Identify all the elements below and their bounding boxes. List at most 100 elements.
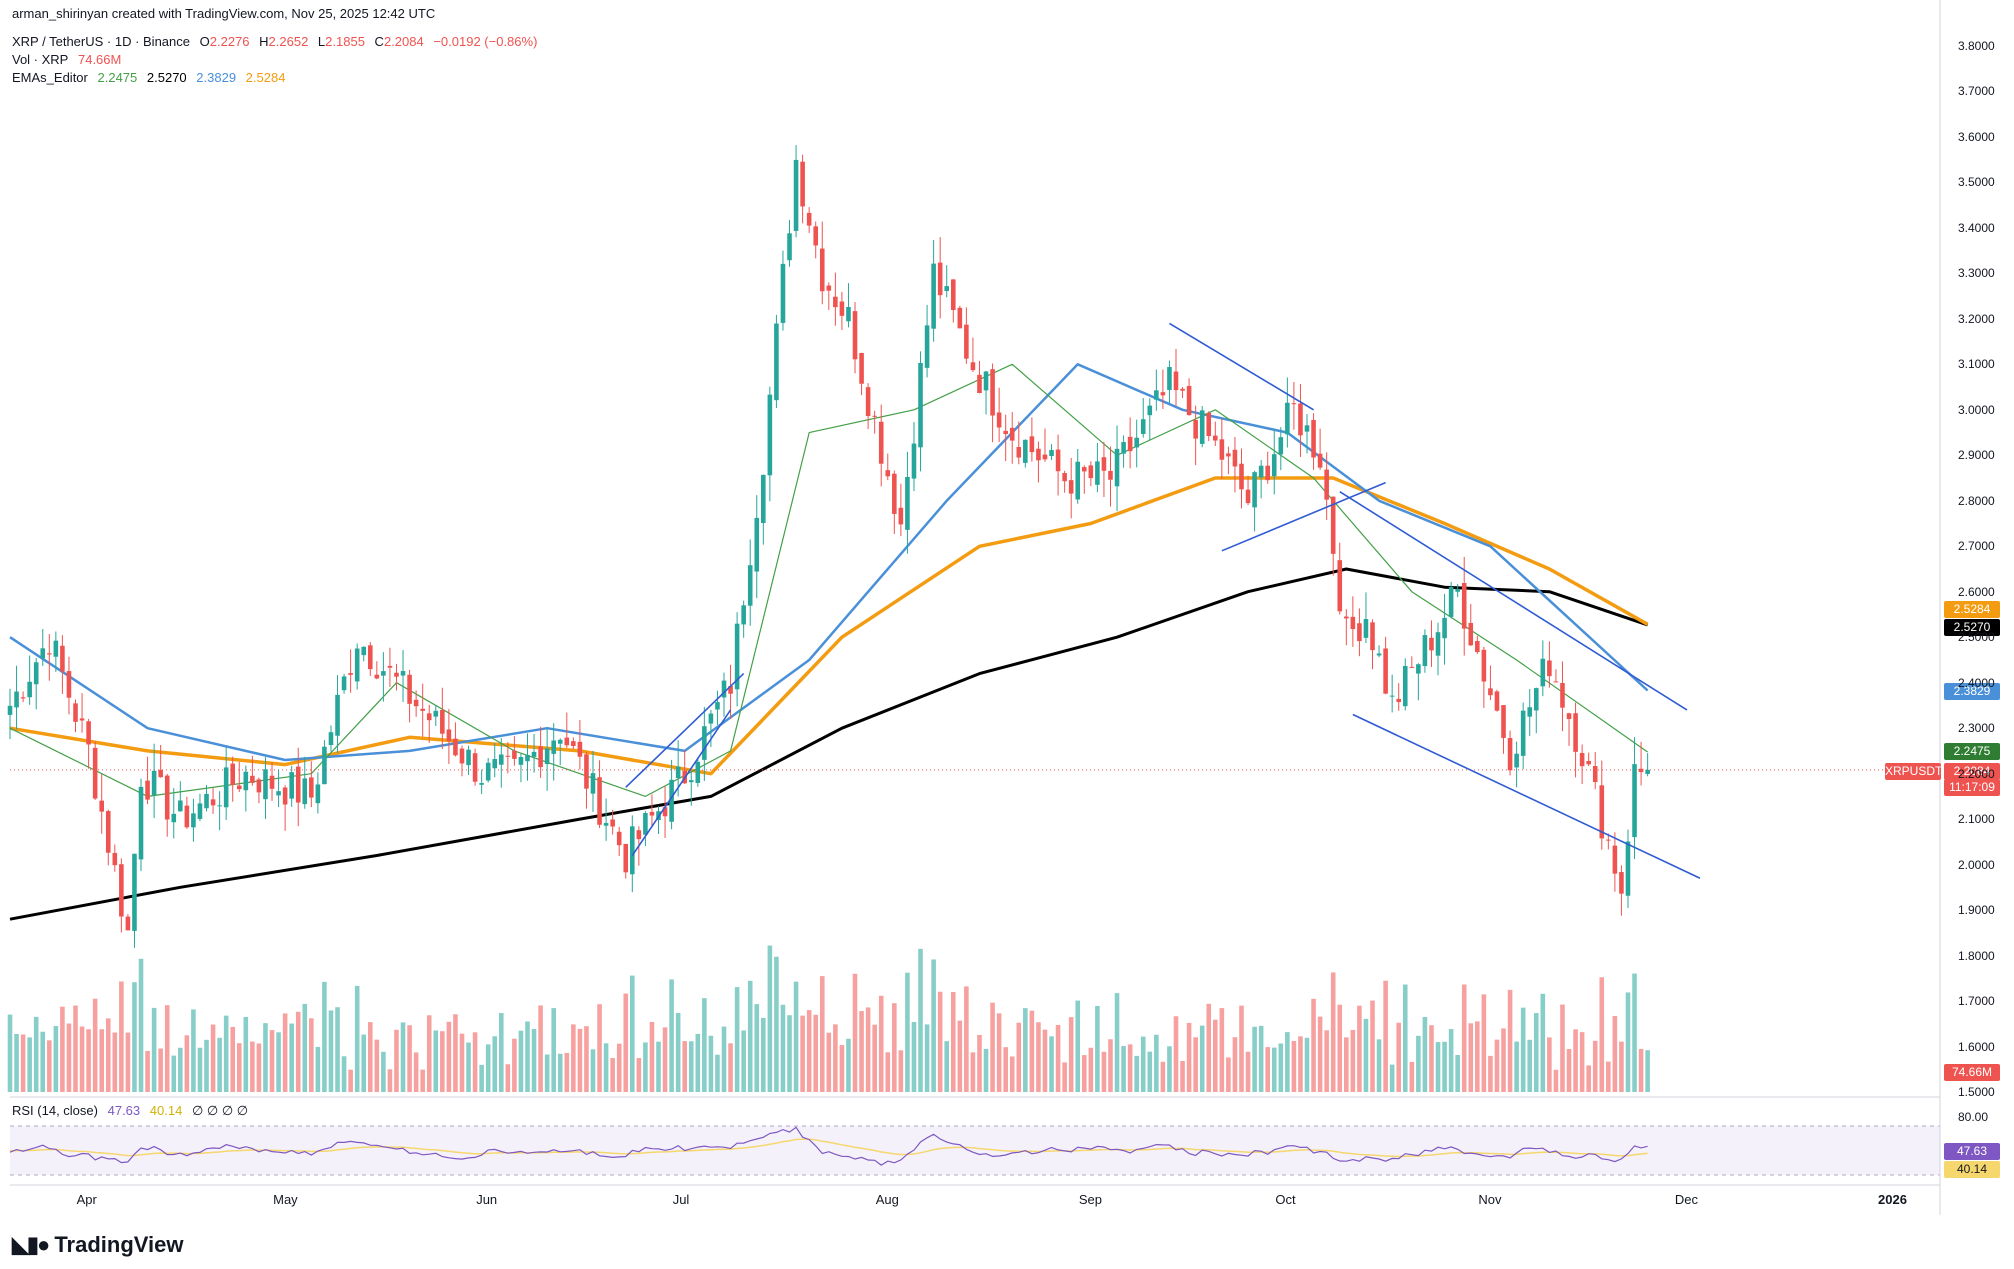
candle-body (485, 762, 491, 781)
candle-body (1232, 449, 1238, 467)
candle-body (1278, 437, 1284, 455)
trendline[interactable] (1339, 491, 1688, 711)
volume-bar (597, 1004, 602, 1092)
volume-bar (243, 1016, 249, 1092)
time-tick-label: 2026 (1878, 1192, 1907, 1207)
candle-body (1363, 619, 1369, 638)
trendline[interactable] (1169, 322, 1314, 411)
time-tick-label: Aug (875, 1192, 899, 1207)
legend-vol: 74.66M (77, 52, 122, 67)
volume-bar (839, 1045, 845, 1092)
volume-bar (1154, 1034, 1159, 1092)
rsi-pane (9, 1125, 1940, 1176)
trendline[interactable] (1221, 481, 1386, 552)
candle-body (191, 813, 196, 828)
candle-body (918, 362, 923, 448)
tradingview-logo[interactable]: ◣▮● TradingView (12, 1232, 184, 1258)
candle-body (1219, 439, 1225, 460)
volume-bar (282, 1013, 288, 1092)
volume-bar (1409, 1061, 1415, 1092)
volume-bar (1049, 1036, 1054, 1092)
candle-body (498, 754, 504, 765)
candle-body (996, 412, 1002, 428)
volume-bar (1344, 1037, 1349, 1092)
price-tick-label: 2.7000 (1958, 539, 1995, 554)
candle-body (433, 710, 439, 717)
legend-vol-label[interactable]: Vol · XRP (12, 52, 69, 67)
volume-bar (1455, 1054, 1460, 1092)
volume-bar (1298, 1036, 1303, 1092)
volume-bar (374, 1039, 380, 1092)
volume-bar (669, 979, 674, 1092)
candle-body (557, 739, 563, 744)
trendlines[interactable] (625, 322, 1701, 879)
volume-bar (1258, 1025, 1264, 1092)
volume-bar (1009, 1056, 1015, 1092)
candle-body (662, 807, 668, 817)
candle-body (236, 785, 242, 790)
volume-bar (413, 1052, 419, 1092)
candle-body (1606, 839, 1611, 841)
volume-bar (931, 959, 936, 1092)
candle-body (145, 780, 150, 800)
candle-body (92, 747, 98, 799)
trendline[interactable] (631, 709, 732, 856)
time-tick-label: Nov (1478, 1192, 1502, 1207)
candle-body (1389, 695, 1395, 697)
candle-body (256, 779, 262, 793)
tag-last-price: 2.2084 (1944, 763, 2000, 780)
candle-body (341, 676, 347, 691)
candle-body (223, 767, 229, 808)
volume-bar (833, 1024, 838, 1092)
candle-body (1265, 465, 1270, 481)
candle-body (1547, 660, 1552, 677)
candle-body (132, 853, 137, 931)
candle-body (1592, 766, 1598, 783)
volume-bar (977, 1034, 982, 1092)
legend-rsi-ma: 40.14 (149, 1103, 183, 1118)
candle-body (282, 787, 288, 805)
volume-bar (322, 981, 327, 1092)
volume-bar (184, 1035, 190, 1092)
volume-bar (1108, 1039, 1113, 1092)
volume-bar (1540, 993, 1546, 1092)
candle-body (197, 803, 203, 819)
volume-bar (793, 981, 799, 1092)
price-tick-label: 2.4000 (1958, 675, 1995, 690)
volume-bar (158, 1048, 163, 1092)
volume-bar (1376, 1039, 1382, 1092)
trendline[interactable] (1352, 713, 1701, 879)
candle-body (79, 718, 85, 721)
volume-bar (99, 1029, 104, 1092)
price-tick-label: 3.2000 (1958, 311, 1995, 326)
volume-bar (728, 1043, 733, 1092)
volume-bar (1147, 1051, 1153, 1092)
volume-bar (1213, 1019, 1218, 1092)
legend-symbol[interactable]: XRP / TetherUS · 1D · Binance (12, 34, 190, 49)
volume-bar (564, 1052, 570, 1092)
volume-bar (145, 1050, 150, 1092)
candle-body (1612, 845, 1618, 874)
volume-bar (878, 995, 884, 1092)
candle-body (1507, 738, 1513, 771)
volume-bar (1501, 1028, 1506, 1092)
legend-ema-label[interactable]: EMAs_Editor (12, 70, 88, 85)
volume-bar (1114, 993, 1120, 1092)
legend-rsi-label[interactable]: RSI (14, close) (12, 1103, 98, 1118)
volume-bar (289, 1023, 294, 1092)
candle-body (944, 286, 950, 292)
trendline[interactable] (625, 673, 745, 788)
candle-body (1134, 437, 1139, 448)
rsi-ma-line (9, 1138, 1648, 1158)
price-tick-label: 1.8000 (1958, 948, 1995, 963)
volume-bar (197, 1047, 203, 1092)
candle-body (859, 352, 864, 384)
volume-bar (1311, 998, 1316, 1092)
volume-bar (1245, 1051, 1251, 1092)
volume-bar (944, 1041, 950, 1092)
volume-bar (348, 1069, 353, 1092)
volume-bar (1219, 1008, 1225, 1092)
candle-body (708, 713, 714, 724)
candle-body (1357, 623, 1362, 642)
